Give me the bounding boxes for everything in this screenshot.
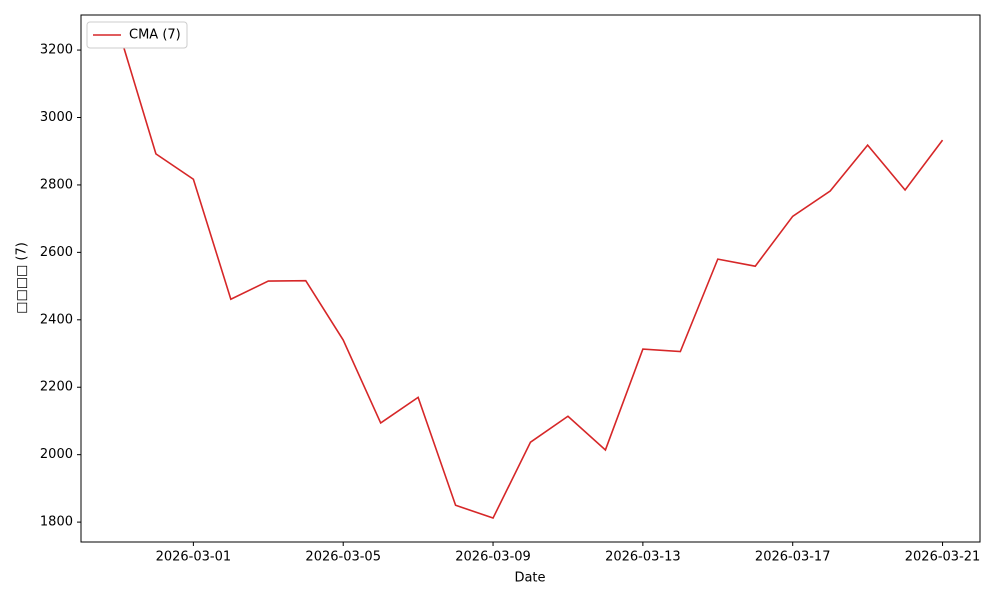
x-tick-label: 2026-03-17 (755, 550, 831, 565)
y-tick-label: 3000 (40, 110, 73, 125)
y-tick-label: 1800 (40, 515, 73, 530)
y-axis-label: □□□□ (7) (15, 242, 30, 314)
y-tick-label: 2400 (40, 312, 73, 327)
y-tick-label: 2600 (40, 245, 73, 260)
x-tick-label: 2026-03-09 (455, 550, 531, 565)
y-tick-label: 2800 (40, 177, 73, 192)
x-tick-label: 2026-03-01 (156, 550, 232, 565)
x-tick-label: 2026-03-13 (605, 550, 681, 565)
x-tick-label: 2026-03-21 (905, 550, 981, 565)
y-tick-label: 3200 (40, 43, 73, 58)
y-tick-label: 2000 (40, 447, 73, 462)
y-tick-label: 2200 (40, 380, 73, 395)
legend-label: CMA (7) (129, 28, 181, 43)
x-axis-label: Date (514, 571, 545, 586)
x-tick-label: 2026-03-05 (305, 550, 381, 565)
plot-frame (80, 14, 981, 543)
line-series (117, 29, 944, 520)
legend-box (86, 21, 188, 49)
